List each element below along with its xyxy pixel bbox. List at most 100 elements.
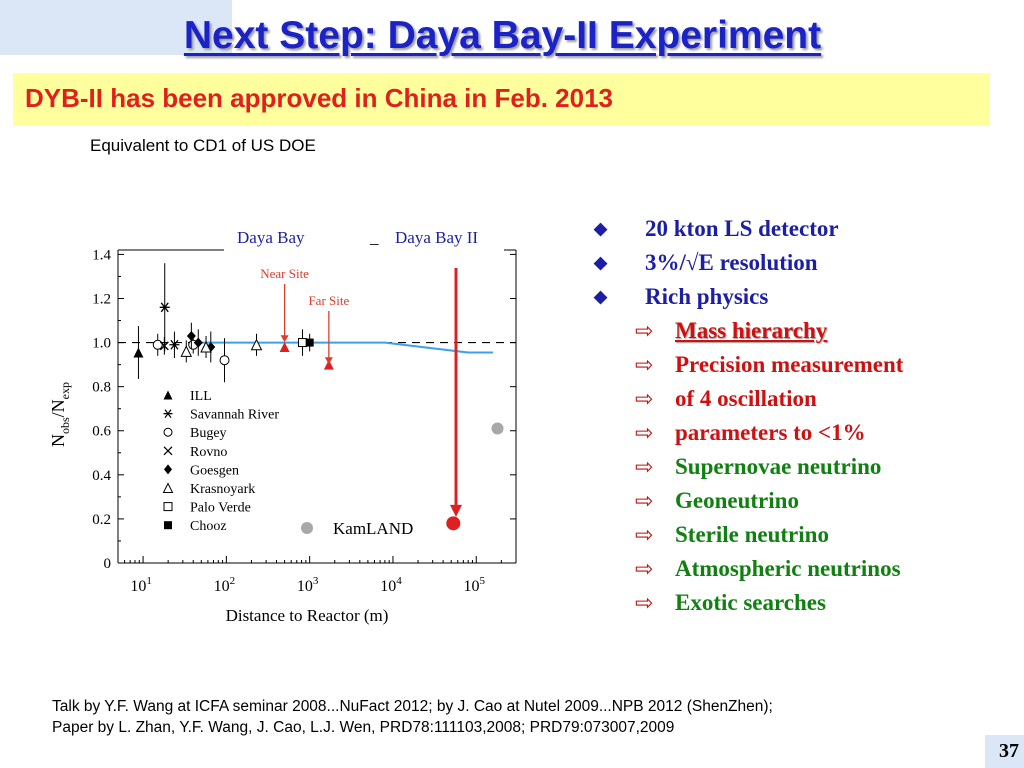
y-axis-label: Nobs/Nexp [48, 382, 72, 447]
asterisk-marker [159, 302, 170, 313]
diamond-bullet-icon: ◆ [594, 287, 608, 306]
legend-entry: KamLAND [301, 519, 413, 538]
legend-triangle-icon [163, 390, 173, 400]
site-annotation: Far Site [308, 293, 349, 308]
y-tick-label: 1.4 [92, 247, 111, 263]
x-tick-label: 101 [130, 575, 152, 595]
square-marker [305, 338, 314, 347]
data-point [323, 359, 334, 370]
daya-bay-ii-arrowhead [450, 504, 462, 517]
oscillation-curve-group [193, 341, 493, 354]
slide-title: Next Step: Daya Bay-II Experiment [183, 14, 822, 57]
x-tick-label: 102 [214, 575, 236, 595]
bullet-text: Geoneutrino [675, 488, 799, 513]
bullet-text: Atmospheric neutrinos [675, 556, 901, 581]
daya-bay-ii-marker [446, 516, 461, 531]
x-axis-label: Distance to Reactor (m) [226, 606, 389, 625]
data-point [250, 333, 263, 356]
bullet-item: ⇨ of 4 oscillation [590, 382, 1010, 416]
daya-bay-label: Daya Bay [237, 228, 305, 247]
y-tick-label: 0.8 [92, 380, 111, 396]
legend-square-icon [164, 521, 172, 530]
diamond-marker [186, 330, 196, 341]
circle-open-marker [152, 339, 163, 350]
y-tick-label: 0.2 [92, 512, 111, 528]
arrow-bullet-icon: ⇨ [635, 522, 654, 547]
diamond-bullet-icon: ◆ [594, 219, 608, 238]
bullet-item: ⇨ Atmospheric neutrinos [590, 552, 1010, 586]
legend-circle-icon [163, 427, 173, 437]
x-tick-base: 10 [380, 578, 396, 595]
data-point [219, 338, 230, 383]
arrow-bullet-icon: ⇨ [635, 386, 654, 411]
legend-label: KamLAND [333, 519, 413, 538]
asterisk-marker [169, 339, 180, 350]
legend-entry: Savannah River [163, 408, 279, 423]
bullet-text: Sterile neutrino [675, 522, 829, 547]
data-point [180, 340, 193, 363]
bullet-text: of 4 oscillation [675, 386, 817, 411]
kamland-marker [491, 422, 504, 435]
data-point [159, 263, 170, 352]
x-tick-label: 103 [297, 575, 319, 595]
diamond-marker [193, 337, 203, 348]
arrow-bullet-icon: ⇨ [635, 454, 654, 479]
bullet-item: ◆ 3%/√E resolution [590, 246, 1010, 280]
data-point [279, 341, 290, 352]
legend-label: Palo Verde [190, 501, 251, 516]
triangle-open-marker [200, 340, 212, 353]
data-point [169, 331, 180, 359]
triangle-open-marker [180, 345, 193, 357]
bullet-item: ◆ Rich physics [590, 280, 1010, 314]
legend-label: Savannah River [190, 408, 279, 423]
bullet-list: ◆ 20 kton LS detector ◆ 3%/√E resolution ◆ Ri… [590, 212, 1010, 620]
bullet-item: ⇨ Supernovae neutrino [590, 450, 1010, 484]
x-tick-base: 10 [214, 578, 230, 595]
data-point [297, 329, 307, 356]
red-triangle-marker [279, 341, 290, 352]
bullet-item: ⇨ Geoneutrino [590, 484, 1010, 518]
legend-entry: Chooz [164, 519, 227, 534]
bullet-item: ⇨ Exotic searches [590, 586, 1010, 620]
legend-label: Krasnoyark [190, 482, 255, 497]
red-triangle-marker [323, 359, 334, 370]
legend-triangle-open-icon [162, 482, 174, 493]
data-point [200, 335, 212, 359]
arrow-bullet-icon: ⇨ [635, 556, 654, 581]
y-tick-label: 1.2 [92, 291, 111, 307]
x-tick-base: 10 [130, 578, 146, 595]
page-number-box: 37 [985, 735, 1024, 768]
circle-open-marker [219, 355, 230, 366]
legend-label: Rovno [190, 445, 227, 460]
y-axis-label-part: N [48, 434, 68, 447]
legend-square-open-icon [163, 502, 173, 512]
x-tick-base: 10 [297, 578, 313, 595]
corner-box [0, 0, 232, 55]
data-point [446, 516, 461, 531]
bullet-text: Rich physics [645, 284, 769, 309]
legend-label: Goesgen [190, 463, 239, 478]
cross-marker [159, 341, 169, 351]
y-tick-label: 0.4 [92, 468, 111, 484]
site-arrowhead [324, 357, 333, 365]
footer-line-1: Talk by Y.F. Wang at ICFA seminar 2008..… [52, 698, 773, 715]
legend-asterisk-icon [163, 409, 173, 418]
triangle-marker [133, 347, 144, 358]
bullet-item: ⇨ Sterile neutrino [590, 518, 1010, 552]
bullet-text: 3%/√E resolution [645, 250, 818, 275]
bullet-text: 20 kton LS detector [645, 216, 839, 241]
x-tick-label: 104 [380, 575, 402, 595]
oscillation-curve [193, 341, 493, 354]
bullet-text: Mass hierarchy [675, 318, 828, 343]
daya-bay-ii-label: Daya Bay II [395, 228, 478, 247]
y-tick-label: 1.0 [92, 336, 111, 352]
x-tick-exponent: 4 [396, 575, 402, 587]
bullet-text: Precision measurement [675, 352, 904, 377]
legend-entry: Bugey [163, 426, 227, 441]
data-point [152, 333, 163, 356]
bullet-text: Exotic searches [675, 590, 826, 615]
data-points [133, 263, 504, 531]
y-tick-label: 0.6 [92, 424, 111, 440]
